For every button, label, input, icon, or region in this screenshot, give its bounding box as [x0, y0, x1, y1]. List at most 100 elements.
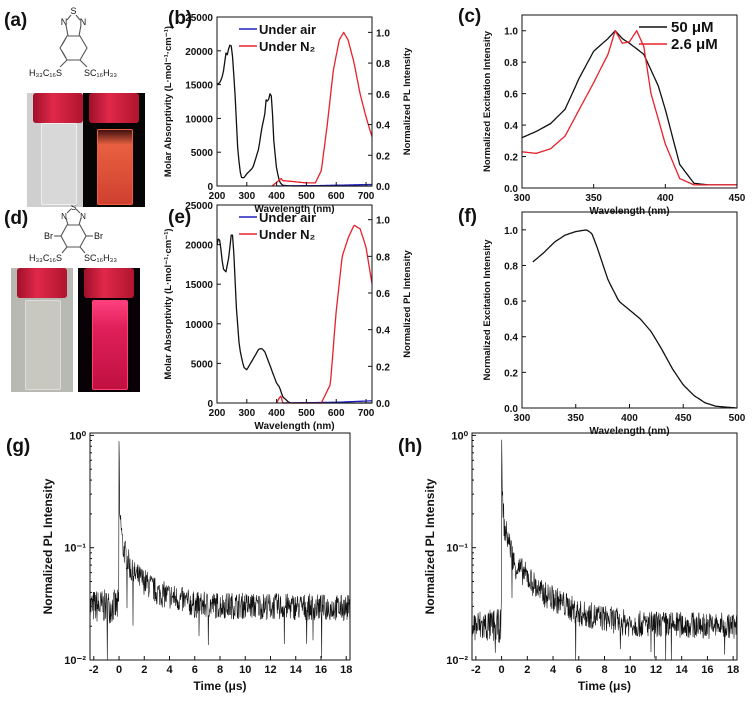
substituent-left: H₃₃C₁₆S	[29, 68, 62, 78]
y-axis-label: Normalized Excitation Intensity	[482, 239, 493, 381]
y-axis-label: Molar Absorptivity (L·mol⁻¹·cm⁻¹)	[163, 26, 174, 177]
atom-n: N	[61, 17, 68, 27]
x-tick-label: 0	[499, 664, 505, 676]
x-tick-label: 14	[676, 664, 689, 676]
plot-frame	[89, 432, 351, 661]
x-tick-label: 8	[601, 664, 607, 676]
y-tick-label: 1.0	[504, 226, 518, 237]
atom-br: Br	[94, 231, 103, 241]
y-tick-label: 10⁻²	[446, 655, 468, 667]
y2-tick-label: 0.2	[376, 151, 390, 162]
x-tick-label: 2	[524, 664, 530, 676]
chart-g: (g) -2 0 2 4 6 8 10 12 14 16 18 10⁰ 10⁻¹ 10⁻² Time (μs)…	[6, 430, 352, 693]
series-line	[521, 30, 737, 186]
plot-frame	[521, 14, 738, 189]
series-line	[521, 30, 737, 186]
x-axis-label: Wavelength (nm)	[254, 421, 334, 432]
x-tick-label: 500	[298, 191, 315, 202]
series-line	[532, 229, 738, 409]
y2-tick-label: 0.6	[376, 90, 390, 101]
x-tick-label: 10	[624, 664, 636, 676]
panel-label-b: (b)	[168, 8, 192, 29]
y-tick-label: 10⁻²	[64, 655, 86, 667]
x-tick-label: 16	[701, 664, 713, 676]
x-tick-label: 18	[340, 664, 352, 676]
chart-e: (e) 200 300 400 500 600 700 0 5000 10000 15000 2000…	[163, 201, 413, 432]
y-tick-label: 1.0	[504, 27, 518, 38]
y-tick-label: 10⁻¹	[64, 543, 86, 555]
x-tick-label: 400	[621, 413, 638, 424]
y2-tick-label: 0.2	[376, 362, 390, 373]
chart-h: (h) -2 0 2 4 6 8 10 12 14 16 18 10⁰ 10⁻¹ 10⁻² Time (μs)…	[398, 430, 739, 693]
atom-n: N	[80, 17, 87, 27]
y2-tick-label: 0.4	[376, 326, 390, 337]
y-tick-label: 5000	[191, 148, 214, 159]
chart-b: (b) 200 300 400 500 600 700 0 5000 10000 15000 2000…	[163, 8, 413, 215]
y2-tick-label: 1.0	[376, 216, 390, 227]
y-tick-label: 0.8	[504, 58, 518, 69]
x-tick-label: 12	[264, 664, 276, 676]
x-tick-label: 350	[585, 193, 602, 204]
x-tick-label: 6	[576, 664, 582, 676]
substituent-right: SC₁₆H₃₃	[84, 68, 117, 78]
y-tick-label: 5000	[191, 359, 214, 370]
x-tick-label: 400	[657, 193, 674, 204]
y-tick-label: 0.6	[504, 90, 518, 101]
x-tick-label: 450	[729, 193, 746, 204]
atom-s: S	[71, 205, 76, 212]
y-tick-label: 10⁻¹	[446, 543, 468, 555]
y2-axis-label: Normalized PL Intensity	[402, 47, 413, 155]
plot-frame	[216, 204, 373, 404]
vial-photo-daylight	[27, 93, 89, 207]
y-tick-label: 0.2	[504, 368, 518, 379]
y-tick-label: 0	[207, 182, 213, 193]
x-tick-label: 4	[166, 664, 173, 676]
substituent-left: H₃₃C₁₆S	[29, 253, 62, 263]
y2-tick-label: 0.6	[376, 289, 390, 300]
chart-f: (f) 300 350 400 450 500 0.0 0.2 0.4 0.6 0.8 1.0 Wave…	[458, 206, 746, 437]
y-tick-label: 15000	[185, 280, 213, 291]
panel-label-d: (d)	[4, 208, 29, 229]
y-tick-label: 10⁰	[451, 430, 468, 442]
y-tick-label: 10⁰	[69, 430, 86, 442]
panel-label-g: (g)	[6, 436, 30, 457]
y-tick-label: 10000	[185, 320, 213, 331]
legend-entry: Under N₂	[259, 39, 316, 54]
x-tick-label: 700	[358, 191, 375, 202]
x-tick-label: 600	[328, 408, 345, 419]
legend-entry: Under N₂	[259, 227, 316, 242]
series-line	[276, 224, 373, 404]
y-tick-label: 25000	[185, 201, 213, 212]
y2-tick-label: 1.0	[376, 28, 390, 39]
x-tick-label: 700	[358, 408, 375, 419]
series-line	[216, 234, 372, 404]
y-axis-label: Normalized PL Intensity	[423, 478, 437, 614]
legend-entry: 50 μM	[671, 19, 714, 36]
y-tick-label: 0.8	[504, 261, 518, 272]
x-tick-label: 18	[727, 664, 739, 676]
x-tick-label: -2	[89, 664, 99, 676]
panel-label-a: (a)	[4, 10, 28, 31]
y-axis-label: Normalized PL Intensity	[41, 478, 55, 614]
panel-label-h: (h)	[398, 436, 422, 457]
atom-n: N	[80, 212, 86, 221]
panel-label-f: (f)	[458, 206, 477, 227]
y2-tick-label: 0.0	[376, 182, 390, 193]
series-line	[89, 441, 351, 660]
y-tick-label: 0.4	[504, 333, 518, 344]
y-tick-label: 20000	[185, 47, 213, 58]
y2-axis-label: Normalized PL Intensity	[402, 250, 413, 358]
y-tick-label: 0.4	[504, 121, 518, 132]
panel-label-c: (c)	[458, 6, 481, 27]
x-tick-label: 12	[650, 664, 662, 676]
legend-entry: Under air	[259, 210, 316, 225]
x-tick-label: 300	[514, 193, 531, 204]
x-tick-label: 500	[729, 413, 746, 424]
vial-photo-uv	[78, 268, 140, 392]
x-axis-label: Time (μs)	[193, 679, 246, 693]
x-tick-label: 10	[239, 664, 251, 676]
chart-c: (c)300 350 400 4500.00.20.40.60.81.0Wavelen…	[458, 6, 746, 217]
molecule-structure-d: S N N Br Br H₃₃C₁₆S SC₁₆H₃₃	[29, 205, 117, 263]
